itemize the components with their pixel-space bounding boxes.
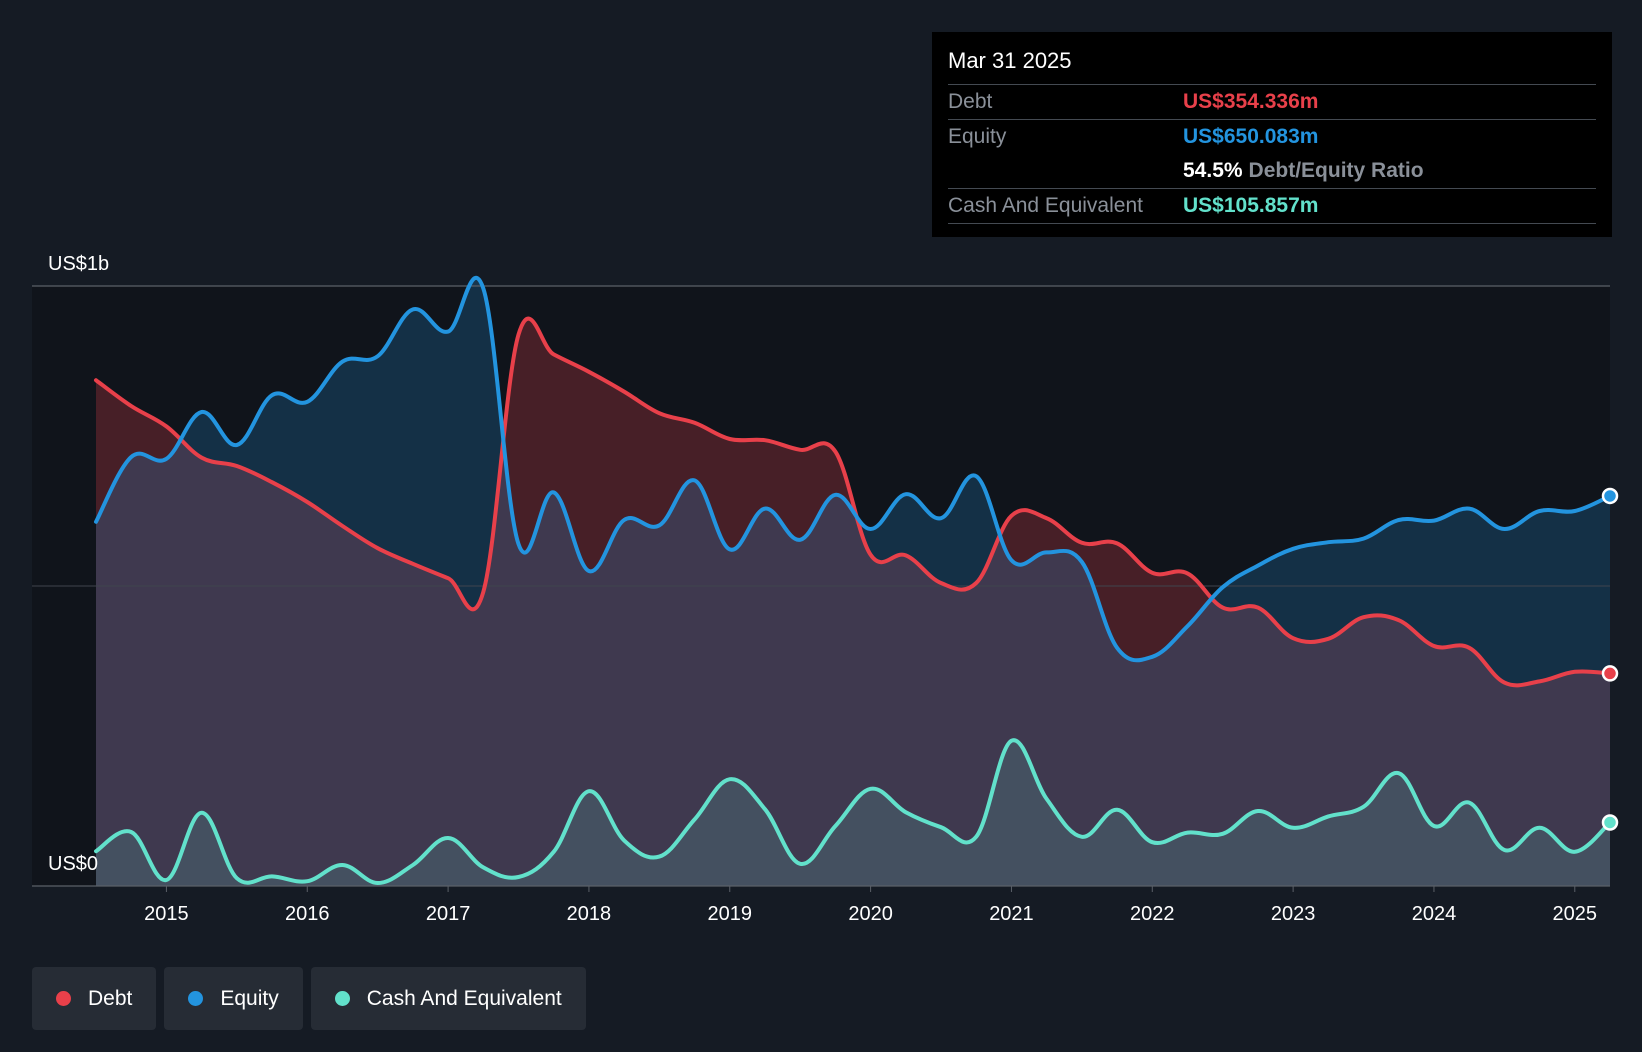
legend-dot-equity-icon [188, 991, 204, 1006]
end-marker-cash [1601, 814, 1619, 831]
line-cash [94, 738, 1612, 885]
end-marker-equity [1601, 487, 1619, 505]
tooltip-equity-value: US$650.083m [1183, 125, 1319, 148]
legend-item-debt[interactable]: Debt [32, 967, 157, 1030]
x-tick-label-2015: 2015 [144, 903, 189, 925]
end-marker-debt [1601, 665, 1619, 682]
area-equity [96, 277, 1610, 886]
x-tick-label-2025: 2025 [1553, 903, 1598, 925]
legend-label-cash: Cash And Equivalent [366, 986, 562, 1010]
tooltip-equity-label: Equity [948, 125, 1007, 148]
tooltip-row-cash: Cash And Equivalent US$105.857m [948, 188, 1596, 224]
area-debt [96, 318, 1610, 886]
x-tick-label-2024: 2024 [1412, 903, 1457, 925]
tooltip-row-debt: Debt US$354.336m [948, 84, 1596, 119]
tooltip-cash-value: US$105.857m [1183, 194, 1319, 217]
tooltip-ratio-value: 54.5% [1183, 159, 1243, 182]
end-markers [1601, 487, 1619, 831]
legend-label-debt: Debt [88, 986, 133, 1010]
legend-label-equity: Equity [220, 986, 279, 1010]
series-lines [94, 276, 1612, 885]
x-tick-label-2020: 2020 [848, 903, 893, 925]
x-tick-label-2023: 2023 [1271, 903, 1316, 925]
legend-item-cash[interactable]: Cash And Equivalent [310, 967, 586, 1030]
tooltip-debt-label: Debt [948, 90, 993, 113]
legend-item-equity[interactable]: Equity [164, 967, 303, 1030]
tooltip-panel: Mar 31 2025 Debt US$354.336m Equity US$6… [932, 32, 1612, 237]
tooltip-ratio-label: Debt/Equity Ratio [1248, 159, 1424, 182]
x-tick-label-2019: 2019 [708, 903, 753, 925]
x-axis: 2015 2016 2017 2018 2019 2020 2021 2022 2023 2024… [144, 886, 1597, 925]
tooltip-row-equity: Equity US$650.083m [948, 119, 1596, 154]
gridlines [32, 285, 1610, 887]
x-tick-label-2016: 2016 [285, 903, 330, 925]
legend-dot-cash-icon [334, 991, 350, 1006]
x-tick-label-2021: 2021 [989, 903, 1034, 925]
tooltip-date: Mar 31 2025 [948, 48, 1072, 73]
x-tick-label-2017: 2017 [426, 903, 471, 925]
tooltip-debt-value: US$354.336m [1183, 90, 1319, 113]
x-tick-label-2018: 2018 [567, 903, 612, 925]
x-tick-label-2022: 2022 [1130, 903, 1175, 925]
line-equity [94, 276, 1612, 663]
tooltip-row-ratio: 54.5% Debt/Equity Ratio [948, 154, 1596, 188]
legend: Debt Equity Cash And Equivalent [32, 967, 586, 1030]
tooltip-cash-label: Cash And Equivalent [948, 194, 1143, 217]
line-debt [94, 316, 1612, 688]
y-axis-top-label: US$1b [48, 253, 109, 275]
y-axis-bottom-label: US$0 [48, 853, 98, 875]
area-cash [96, 740, 1610, 886]
series-areas [96, 277, 1610, 886]
legend-dot-debt-icon [56, 991, 71, 1006]
